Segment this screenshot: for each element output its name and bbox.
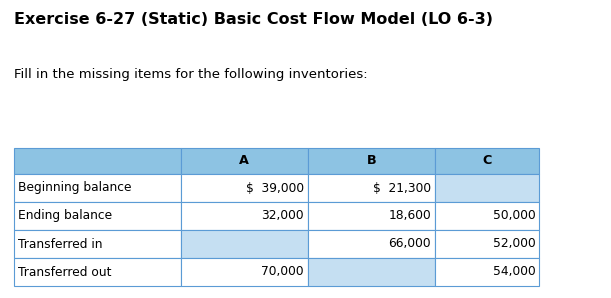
Bar [14,230,181,258]
Text: 52,000: 52,000 [492,238,535,251]
Text: C: C [483,154,492,167]
Bar [308,258,435,286]
Text: 50,000: 50,000 [492,209,535,223]
Bar [181,230,308,258]
Text: Exercise 6-27 (Static) Basic Cost Flow Model (LO 6-3): Exercise 6-27 (Static) Basic Cost Flow M… [14,12,493,27]
Bar [181,148,308,174]
Bar [435,202,540,230]
Text: Ending balance: Ending balance [18,209,112,223]
Text: 18,600: 18,600 [388,209,431,223]
Bar [435,148,540,174]
Text: B: B [367,154,376,167]
Bar [308,174,435,202]
Bar [181,202,308,230]
Bar [308,230,435,258]
Bar [181,258,308,286]
Text: Beginning balance: Beginning balance [18,181,131,195]
Text: Transferred out: Transferred out [18,266,111,279]
Bar [181,174,308,202]
Text: 54,000: 54,000 [492,266,535,279]
Bar [14,258,181,286]
Text: $  39,000: $ 39,000 [246,181,304,195]
Bar [308,148,435,174]
Bar [14,202,181,230]
Bar [14,174,181,202]
Text: 32,000: 32,000 [261,209,304,223]
Bar [435,258,540,286]
Bar [435,230,540,258]
Text: 70,000: 70,000 [261,266,304,279]
Text: A: A [240,154,249,167]
Text: 66,000: 66,000 [389,238,431,251]
Bar [435,174,540,202]
Bar [308,202,435,230]
Text: Fill in the missing items for the following inventories:: Fill in the missing items for the follow… [14,68,368,81]
Bar [14,148,181,174]
Text: Transferred in: Transferred in [18,238,103,251]
Text: $  21,300: $ 21,300 [373,181,431,195]
